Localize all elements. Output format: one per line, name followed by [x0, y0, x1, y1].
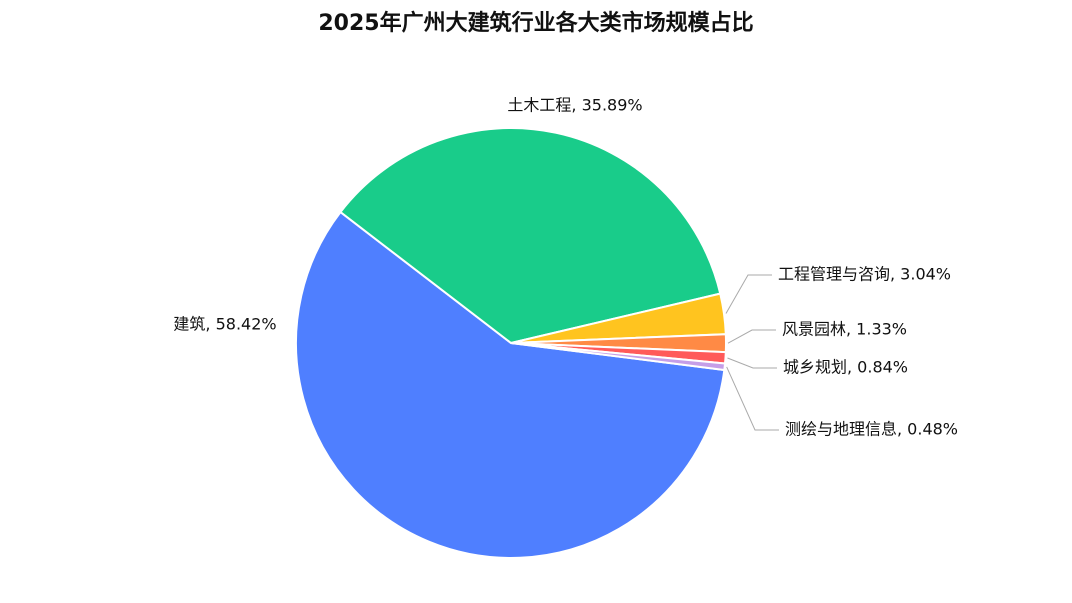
leader-line	[725, 274, 772, 314]
pie-slice	[510, 342, 727, 372]
data-label: 测绘与地理信息, 0.48%	[785, 420, 958, 439]
pie-slice	[339, 127, 722, 345]
data-label: 风景园林, 1.33%	[782, 320, 907, 339]
chart-title: 2025年广州大建筑行业各大类市场规模占比	[318, 10, 753, 36]
leader-line	[727, 357, 777, 369]
leader-line	[726, 366, 779, 431]
data-label: 土木工程, 35.89%	[507, 96, 642, 115]
data-label: 建筑, 58.42%	[173, 315, 276, 334]
pie-slice	[295, 210, 726, 559]
data-label: 工程管理与咨询, 3.04%	[778, 265, 951, 284]
data-label: 城乡规划, 0.84%	[783, 358, 908, 377]
leader-line	[727, 329, 776, 344]
